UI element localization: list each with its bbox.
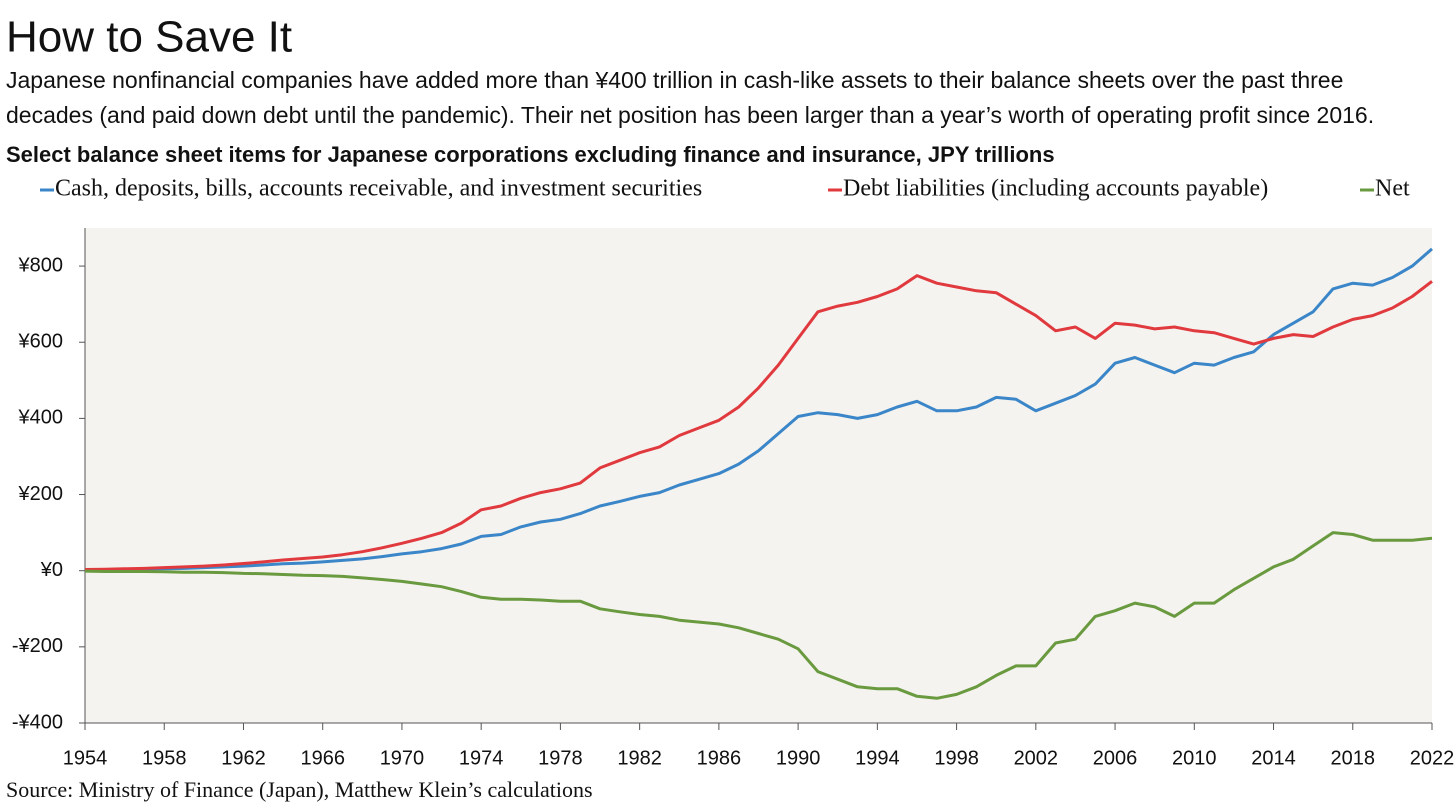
x-tick-label: 1982 (617, 747, 662, 769)
x-tick-label: 2006 (1093, 747, 1138, 769)
y-tick-label: -¥400 (12, 711, 63, 733)
series-line (84, 531, 1433, 700)
chart-title: How to Save It (6, 13, 292, 62)
subtitle: Japanese nonfinancial companies have add… (6, 67, 1343, 93)
legend-label: Net (1375, 176, 1410, 202)
plot-background (85, 228, 1432, 723)
source: Source: Ministry of Finance (Japan), Mat… (6, 777, 593, 802)
x-tick-label: 2014 (1251, 747, 1296, 769)
y-tick-label: ¥400 (18, 407, 64, 429)
x-tick-label: 2010 (1172, 747, 1217, 769)
x-tick-label: 2002 (1014, 747, 1059, 769)
chart-subtitle: Select balance sheet items for Japanese … (6, 142, 1055, 167)
y-tick-label: ¥600 (18, 331, 64, 353)
series-line (84, 274, 1433, 571)
x-tick-label: 2018 (1331, 747, 1376, 769)
y-tick-label: ¥800 (18, 254, 64, 276)
x-tick-label: 1978 (538, 747, 583, 769)
x-tick-label: 1970 (380, 747, 425, 769)
x-tick-label: 1974 (459, 747, 504, 769)
y-tick-label: -¥200 (12, 635, 63, 657)
subtitle: decades (and paid down debt until the pa… (6, 102, 1374, 128)
x-tick-label: 1994 (855, 747, 900, 769)
x-tick-label: 1958 (142, 747, 187, 769)
x-tick-label: 1990 (776, 747, 821, 769)
legend-label: Cash, deposits, bills, accounts receivab… (55, 176, 702, 202)
y-tick-label: ¥200 (18, 483, 64, 505)
x-tick-label: 1986 (697, 747, 742, 769)
x-tick-label: 1962 (221, 747, 266, 769)
y-tick-label: ¥0 (40, 559, 63, 581)
x-tick-label: 1954 (63, 747, 108, 769)
series-line (85, 247, 1433, 572)
x-tick-label: 1998 (934, 747, 979, 769)
x-tick-label: 2022 (1410, 747, 1455, 769)
x-tick-label: 1966 (300, 747, 345, 769)
legend-label: Debt liabilities (including accounts pay… (843, 176, 1268, 202)
